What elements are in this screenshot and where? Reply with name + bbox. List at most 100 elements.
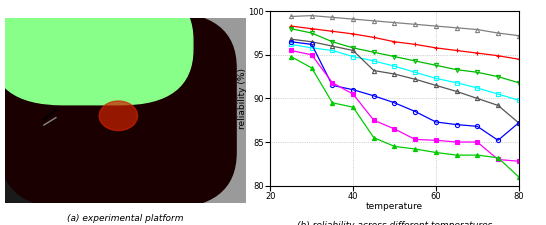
XOR=4 [412, 71, 418, 74]
XOR=5 [515, 122, 522, 124]
FancyBboxPatch shape [1, 12, 236, 208]
XOR=7 [329, 81, 336, 84]
Line: XOR=8: XOR=8 [289, 54, 521, 179]
XOR=1 [350, 18, 357, 20]
XOR=8 [391, 145, 397, 148]
XOR=2 [412, 43, 418, 46]
XOR=2 [432, 47, 439, 49]
Circle shape [99, 101, 138, 130]
XOR=3 [308, 32, 315, 34]
XOR=7 [515, 160, 522, 162]
XOR=1 [474, 28, 480, 31]
XOR=7 [432, 139, 439, 142]
XOR=4 [432, 77, 439, 80]
XOR=4 [391, 65, 397, 68]
XOR=5 [391, 73, 397, 75]
XOR=8 [288, 55, 294, 58]
XOR=1 [495, 32, 501, 34]
XOR=2 [308, 27, 315, 30]
XOR=8 [412, 148, 418, 150]
XOR=7 [288, 49, 294, 52]
XOR=1 [453, 27, 460, 29]
XOR=5 [308, 40, 315, 43]
XOR=3 [391, 55, 397, 58]
XOR=6 [329, 84, 336, 87]
XOR=1 [371, 20, 377, 22]
XOR=8 [329, 101, 336, 104]
XOR=6 [495, 139, 501, 142]
XOR=3 [515, 81, 522, 84]
XOR=1 [515, 34, 522, 37]
FancyBboxPatch shape [0, 0, 318, 217]
FancyBboxPatch shape [0, 0, 253, 219]
XOR=4 [288, 43, 294, 46]
FancyBboxPatch shape [0, 0, 198, 107]
XOR=1 [432, 25, 439, 27]
FancyBboxPatch shape [0, 25, 114, 214]
XOR=3 [350, 47, 357, 49]
Line: XOR=3: XOR=3 [289, 27, 521, 85]
XOR=3 [288, 27, 294, 30]
XOR=4 [474, 87, 480, 89]
XOR=5 [329, 45, 336, 47]
XOR=6 [432, 121, 439, 123]
Text: (b) reliability across different temperatures: (b) reliability across different tempera… [297, 220, 492, 225]
XOR=4 [515, 99, 522, 101]
XOR=7 [350, 93, 357, 95]
XOR=2 [474, 52, 480, 54]
XOR=4 [453, 81, 460, 84]
Y-axis label: reliability (%): reliability (%) [238, 68, 247, 129]
XOR=7 [371, 119, 377, 122]
XOR=7 [308, 54, 315, 56]
Line: XOR=1: XOR=1 [289, 14, 521, 38]
XOR=6 [474, 125, 480, 128]
XOR=3 [329, 40, 336, 43]
FancyBboxPatch shape [0, 103, 116, 221]
XOR=4 [350, 55, 357, 58]
XOR=6 [308, 43, 315, 46]
XOR=5 [412, 78, 418, 81]
XOR=8 [453, 154, 460, 156]
XOR=5 [350, 49, 357, 52]
XOR=2 [288, 25, 294, 27]
XOR=8 [371, 136, 377, 139]
XOR=5 [432, 84, 439, 87]
XOR=6 [391, 101, 397, 104]
Line: XOR=7: XOR=7 [289, 48, 521, 163]
XOR=8 [350, 106, 357, 108]
XOR=1 [329, 16, 336, 19]
XOR=2 [371, 36, 377, 39]
XOR=1 [391, 21, 397, 24]
XOR=2 [350, 33, 357, 35]
XOR=6 [350, 88, 357, 91]
XOR=2 [495, 54, 501, 57]
XOR=6 [515, 122, 522, 124]
FancyBboxPatch shape [0, 0, 116, 217]
XOR=8 [495, 156, 501, 159]
FancyBboxPatch shape [0, 0, 193, 105]
XOR=5 [371, 69, 377, 72]
XOR=2 [329, 30, 336, 33]
XOR=7 [391, 128, 397, 130]
XOR=4 [495, 93, 501, 95]
Text: (a) experimental platform: (a) experimental platform [67, 214, 184, 223]
FancyBboxPatch shape [111, 1, 289, 214]
XOR=3 [432, 64, 439, 67]
Line: XOR=4: XOR=4 [289, 42, 521, 102]
XOR=5 [474, 97, 480, 100]
XOR=8 [432, 151, 439, 154]
Line: XOR=5: XOR=5 [289, 37, 521, 125]
Line: XOR=6: XOR=6 [289, 40, 521, 142]
FancyBboxPatch shape [0, 0, 294, 225]
XOR=7 [453, 141, 460, 143]
X-axis label: temperature: temperature [366, 202, 423, 211]
XOR=8 [515, 176, 522, 178]
XOR=3 [495, 75, 501, 78]
XOR=7 [412, 138, 418, 141]
XOR=6 [371, 94, 377, 97]
XOR=3 [412, 60, 418, 62]
XOR=2 [515, 58, 522, 61]
XOR=6 [412, 110, 418, 113]
XOR=1 [412, 23, 418, 26]
XOR=4 [329, 49, 336, 52]
